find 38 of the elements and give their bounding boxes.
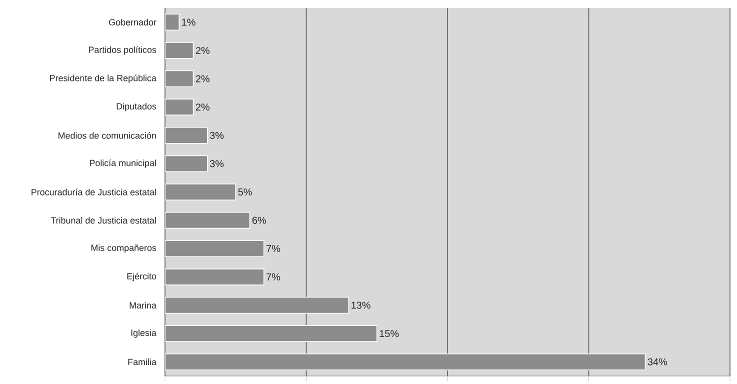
bar — [165, 212, 250, 229]
bar — [165, 126, 208, 144]
data-label: 1% — [182, 18, 196, 26]
data-label: 2% — [196, 46, 210, 54]
bar — [165, 353, 646, 370]
bar — [165, 268, 264, 286]
data-label: 5% — [238, 188, 252, 196]
y-tick-label: Partidos políticos — [88, 46, 156, 55]
data-label: 7% — [266, 245, 280, 252]
bar — [165, 98, 194, 116]
bar — [165, 296, 350, 314]
bar — [165, 155, 208, 172]
data-label: 13% — [352, 302, 370, 309]
bar — [165, 240, 264, 258]
y-tick-label: Tribunal de Justicia estatal — [50, 217, 156, 224]
y-tick-label: Policía municipal — [90, 159, 156, 168]
data-label: 34% — [648, 358, 668, 366]
y-tick-label: Marina — [130, 302, 156, 309]
bar — [165, 184, 236, 200]
y-tick-label: Ejército — [127, 272, 156, 282]
data-label: 2% — [196, 104, 210, 111]
bar — [165, 325, 378, 342]
y-tick-label: Medios de comunicación — [58, 132, 156, 139]
data-label: 2% — [196, 75, 210, 82]
y-tick-label: Iglesia — [131, 329, 156, 338]
y-tick-label: Presidente de la República — [50, 74, 156, 83]
data-label: 3% — [210, 132, 224, 139]
y-tick-label: Familia — [128, 358, 156, 366]
bar — [165, 70, 194, 88]
y-tick-label: Procuraduría de Justicia estatal — [32, 188, 156, 196]
y-tick-label: Mis compañeros — [91, 244, 156, 253]
y-tick-label: Diputados — [116, 102, 156, 112]
data-label: 15% — [380, 330, 399, 338]
data-label: 7% — [266, 273, 280, 280]
y-tick-label: Gobernador — [109, 18, 156, 26]
bar — [165, 42, 194, 59]
data-label: 3% — [210, 160, 224, 168]
data-label: 6% — [252, 216, 266, 224]
